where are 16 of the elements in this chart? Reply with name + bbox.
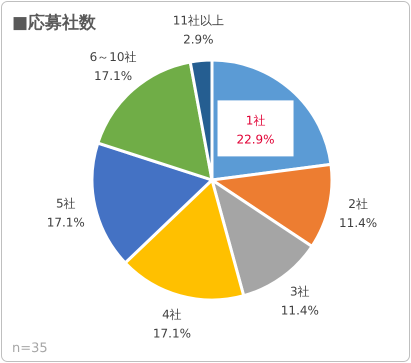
- data-label: 17.1%: [94, 69, 132, 84]
- data-label: 11.4%: [280, 304, 319, 318]
- slice-label: 4社: [162, 308, 182, 322]
- slice-label: 5社: [56, 196, 76, 210]
- slice-label: 3社: [290, 284, 310, 299]
- slice-label: 11社以上: [172, 14, 224, 28]
- data-label: 2.9%: [183, 32, 214, 47]
- data-label: 22.9%: [236, 132, 275, 146]
- data-label: 17.1%: [152, 326, 191, 341]
- text: n=35: [12, 341, 48, 356]
- slice-label: 6～10社: [90, 50, 137, 64]
- data-label: 11.4%: [339, 216, 378, 230]
- data-label: 17.1%: [46, 215, 85, 230]
- chart-title: ■応募社数: [12, 13, 98, 33]
- slice-label: 1社: [246, 113, 266, 128]
- slice-label: 2社: [348, 196, 368, 211]
